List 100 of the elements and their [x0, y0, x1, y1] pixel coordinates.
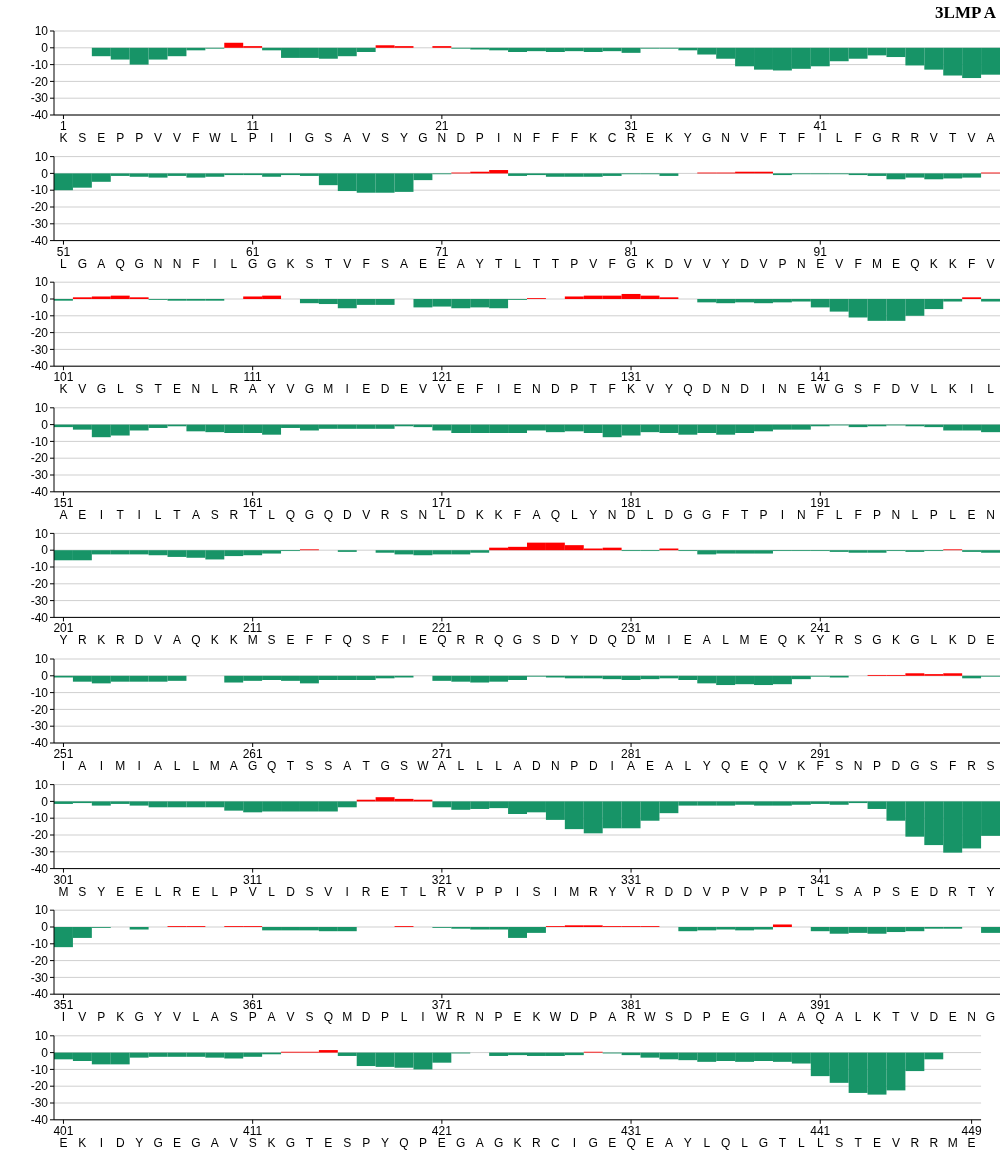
x-tick-label: L	[722, 633, 730, 648]
x2-tick-label: 251	[53, 747, 74, 761]
x-tick-label: D	[551, 382, 561, 397]
x-tick-label: E	[816, 256, 825, 271]
x-tick-label: R	[910, 1135, 920, 1150]
x-tick-label: M	[58, 884, 69, 899]
x-tick-label: E	[362, 382, 371, 397]
x-tick-label: P	[475, 884, 484, 899]
x2-tick-label: 421	[431, 1123, 453, 1138]
y-tick-label: 0	[41, 41, 49, 55]
x-tick-label: V	[759, 256, 768, 271]
x-tick-label: W	[814, 382, 827, 397]
x-tick-label: G	[266, 256, 277, 271]
x-tick-label: G	[493, 1135, 504, 1150]
x-tick-label: Q	[683, 382, 693, 397]
y-tick-label: -40	[30, 987, 49, 1002]
y-tick-label: -20	[30, 577, 49, 591]
y-tick-label: 0	[41, 166, 49, 181]
x-tick-label: K	[929, 256, 938, 271]
x-tick-label: L	[116, 382, 124, 397]
x-tick-label: G	[247, 759, 258, 773]
x-tick-label: P	[721, 884, 730, 899]
x-tick-label: R	[910, 131, 920, 145]
y-tick-label: 0	[41, 417, 49, 432]
x2-tick-label: 91	[813, 244, 828, 259]
x-tick-label: K	[475, 507, 484, 522]
x-tick-label: P	[778, 884, 787, 899]
x-tick-label: I	[780, 507, 785, 522]
x-tick-label: V	[286, 382, 295, 397]
x-tick-label: V	[929, 131, 938, 145]
y-tick-label: 10	[34, 652, 49, 667]
x-tick-label: S	[305, 256, 314, 271]
x-tick-label: S	[891, 884, 900, 899]
x-tick-label: R	[437, 884, 447, 899]
x2-tick-label: 361	[242, 998, 263, 1013]
x-tick-label: P	[873, 759, 882, 773]
x-tick-label: P	[929, 507, 938, 522]
x2-tick-label: 61	[245, 244, 260, 259]
x-tick-label: M	[644, 633, 655, 648]
x-tick-label: R	[78, 633, 88, 648]
x-tick-label: V	[589, 256, 598, 271]
x-tick-label: F	[324, 633, 333, 648]
x-tick-label: A	[78, 759, 87, 773]
x-tick-label: N	[721, 382, 730, 397]
x2-tick-label: 171	[431, 495, 453, 510]
x-tick-label: S	[986, 759, 995, 773]
x-tick-label: L	[173, 759, 181, 773]
x-tick-label: I	[761, 1010, 766, 1025]
x-tick-label: R	[456, 633, 466, 648]
x-tick-label: I	[269, 131, 274, 145]
x-tick-label: S	[248, 1135, 257, 1150]
x-tick-label: A	[248, 382, 257, 397]
x-tick-label: K	[948, 633, 957, 648]
x-tick-label: S	[854, 633, 863, 648]
x-tick-label: G	[304, 507, 315, 522]
y-tick-label: -10	[30, 937, 49, 951]
x-tick-label: D	[532, 759, 542, 773]
y-tick-label: -20	[30, 953, 49, 968]
x-tick-label: T	[286, 759, 295, 773]
x-tick-label: M	[739, 633, 750, 648]
x-tick-label: T	[324, 256, 333, 271]
x-tick-label: V	[286, 1010, 295, 1025]
x-tick-label: K	[59, 382, 68, 397]
x-tick-label: I	[553, 884, 558, 899]
x-tick-label: K	[664, 131, 673, 145]
x-tick-label: Y	[381, 1135, 390, 1150]
x-tick-label: P	[589, 1010, 598, 1025]
x-tick-label: F	[949, 759, 957, 773]
x-tick-label: T	[494, 256, 503, 271]
y-tick-label: -20	[30, 74, 49, 89]
x-tick-label: I	[213, 256, 217, 271]
x-tick-label: D	[664, 884, 674, 899]
y-tick-label: -20	[30, 702, 49, 717]
y-tick-label: 0	[41, 1045, 49, 1060]
x-tick-label: G	[418, 131, 428, 145]
x-tick-label: N	[551, 759, 560, 773]
x-tick-label: Y	[154, 1010, 163, 1025]
x-tick-label: T	[797, 884, 806, 899]
y-tick-label: -20	[30, 325, 49, 340]
x2-tick-label: 381	[621, 998, 642, 1013]
x-tick-label: Y	[721, 256, 730, 271]
y-tick-label: -20	[30, 451, 49, 466]
x-tick-label: L	[816, 1135, 824, 1150]
x-tick-label: E	[891, 256, 900, 271]
x-tick-label: Q	[493, 633, 504, 648]
x-tick-label: G	[304, 131, 315, 145]
x2-tick-label: 211	[243, 621, 263, 636]
x-tick-label: I	[345, 382, 349, 397]
x-tick-label: N	[778, 382, 787, 397]
x-tick-label: Q	[399, 1135, 409, 1150]
x-tick-label: E	[324, 1135, 333, 1150]
y-tick-label: 10	[34, 903, 49, 918]
x2-tick-label: 151	[53, 495, 74, 510]
y-tick-label: -40	[30, 610, 49, 625]
x-tick-label: Q	[550, 507, 561, 522]
x-tick-label: L	[192, 1010, 200, 1025]
x-tick-label: E	[172, 1135, 181, 1150]
x-tick-label: L	[230, 131, 238, 145]
x2-tick-label: 391	[810, 998, 831, 1013]
x-tick-label: L	[268, 884, 276, 899]
